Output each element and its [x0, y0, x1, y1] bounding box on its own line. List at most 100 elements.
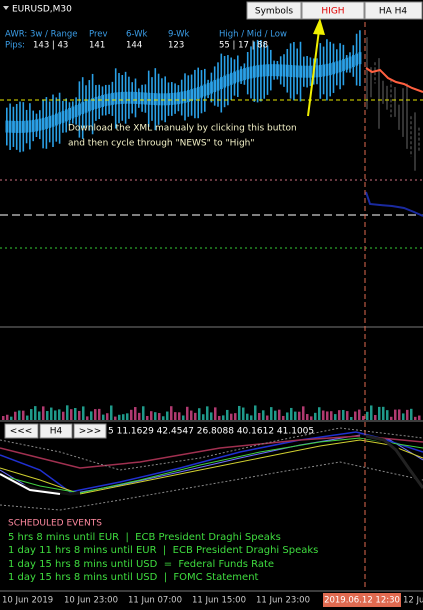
volume-bar	[22, 410, 25, 420]
range-bar-core	[127, 91, 131, 104]
volume-bar	[378, 406, 381, 420]
range-bar-core	[15, 120, 19, 133]
range-bar-core	[61, 110, 65, 123]
volume-bar	[74, 407, 77, 420]
stat-label: AWR: 3w / Range	[5, 30, 78, 40]
volume-bar	[154, 412, 157, 420]
volume-bar	[254, 405, 257, 420]
range-bar-core	[71, 106, 75, 119]
volume-bar	[98, 408, 101, 420]
button-label[interactable]: <<<	[10, 427, 33, 437]
volume-bar	[178, 412, 181, 420]
range-bar-core	[180, 91, 184, 104]
range-bar-core	[150, 92, 154, 105]
volume-bar	[346, 411, 349, 420]
volume-bar	[390, 416, 393, 420]
button-label[interactable]: >>>	[79, 427, 102, 437]
range-bar-core	[236, 70, 240, 83]
range-bar-core	[107, 93, 111, 106]
volume-bar	[114, 416, 117, 420]
button-label[interactable]: H4	[50, 427, 63, 437]
button[interactable]	[73, 423, 107, 439]
event: 1 day 15 hrs 8 mins until USD | FOMC Sta…	[8, 572, 259, 583]
range-bar-core	[358, 52, 362, 65]
volume-bar	[142, 406, 145, 420]
volume-bar	[334, 414, 337, 420]
volume-bar	[162, 416, 165, 420]
volume-bar	[234, 413, 237, 420]
range-bar-core	[355, 53, 359, 66]
indicator-line	[0, 461, 423, 511]
range-bar-core	[319, 64, 322, 77]
button[interactable]	[301, 1, 365, 20]
volume-bar	[94, 409, 97, 420]
volume-bar	[394, 409, 397, 420]
range-bar-core	[41, 117, 45, 130]
range-bar-core	[12, 120, 15, 133]
range-bar-core	[117, 92, 121, 105]
range-bar-core	[35, 119, 38, 132]
range-bar-core	[266, 64, 269, 77]
volume-bar	[54, 410, 57, 420]
volume-bar	[130, 409, 133, 420]
volume-bar	[106, 413, 109, 420]
button-label[interactable]: HA H4	[379, 7, 408, 17]
volume-bar	[290, 407, 293, 420]
range-bar-core	[84, 100, 88, 113]
range-bar-core	[348, 56, 352, 69]
volume-bar	[166, 411, 169, 420]
button[interactable]	[39, 423, 73, 439]
range-bar-core	[272, 64, 276, 77]
volume-bar	[386, 410, 389, 420]
range-bar-core	[243, 68, 246, 81]
volume-bar	[34, 406, 37, 420]
button-label[interactable]: HIGH	[321, 7, 344, 17]
range-bar-core	[246, 67, 250, 80]
events-title: SCHEDULED EVENTS	[8, 519, 102, 529]
volume-bar	[278, 409, 281, 420]
volume-bar	[222, 415, 225, 420]
indicator-readout: 5 11.1629 42.4547 26.8088 40.1612 41.100…	[108, 427, 314, 437]
range-bar-core	[210, 81, 213, 94]
range-bar-core	[269, 64, 273, 77]
volume-bar	[342, 409, 345, 420]
volume-bar	[58, 409, 61, 420]
range-bar-core	[226, 74, 230, 87]
indicator-line	[0, 427, 423, 471]
volume-bar	[262, 410, 265, 420]
x-axis-label: 11 Jun 15:00	[192, 596, 246, 606]
range-bar-core	[295, 65, 299, 78]
button-label[interactable]: Symbols	[255, 7, 294, 17]
button[interactable]	[4, 423, 39, 439]
volume-bar	[46, 411, 49, 420]
volume-bar	[270, 407, 273, 420]
stat-value: 123	[168, 41, 184, 51]
range-bar-core	[124, 91, 128, 104]
volume-bar	[126, 413, 129, 420]
button[interactable]	[364, 1, 423, 20]
current-time-box	[323, 593, 401, 607]
volume-bar	[242, 407, 245, 420]
range-bar-core	[31, 119, 35, 132]
range-bar-core	[187, 90, 190, 103]
volume-bar	[358, 409, 361, 420]
volume-bar	[302, 406, 305, 420]
volume-bar	[286, 412, 289, 420]
range-bar-core	[279, 64, 283, 77]
range-bar-core	[253, 65, 256, 78]
range-bar-core	[338, 60, 342, 73]
range-bar-core	[134, 91, 137, 104]
volume-bar	[398, 409, 401, 420]
range-bar-core	[196, 86, 200, 99]
volume-bar	[326, 411, 329, 420]
range-bar-core	[97, 95, 101, 108]
range-bar-core	[292, 65, 296, 78]
chart-decoration	[2, 30, 421, 420]
range-bar-core	[256, 65, 260, 78]
range-bar-core	[51, 114, 55, 127]
volume-bar	[182, 415, 185, 420]
volume-bar	[42, 406, 45, 420]
button[interactable]	[246, 1, 302, 20]
range-bar-core	[183, 90, 187, 103]
